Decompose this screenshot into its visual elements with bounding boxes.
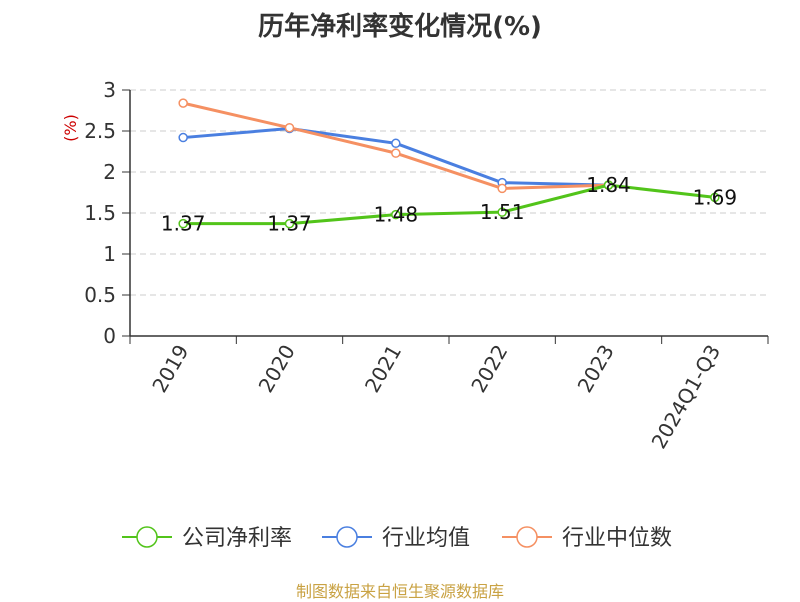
data-point — [178, 132, 188, 143]
data-label: 1.51 — [480, 200, 525, 224]
legend-item: 行业中位数 — [502, 526, 672, 551]
data-point — [497, 183, 507, 194]
y-tick-label: 1.5 — [84, 201, 116, 225]
data-point — [603, 180, 614, 190]
y-tick-label: 2.5 — [84, 119, 116, 143]
legend-label: 行业中位数 — [562, 526, 672, 551]
series-line — [183, 183, 716, 226]
data-labels: 1.37 1.37 1.48 1.51 1.84 1.69 — [161, 173, 737, 236]
legend-item: 公司净利率 — [122, 526, 292, 551]
legend-swatch-marker — [516, 526, 538, 548]
data-point — [178, 98, 188, 108]
data-point — [284, 122, 295, 133]
legend-swatch-marker — [136, 526, 158, 548]
y-tick-label: 1 — [103, 242, 116, 266]
x-tick-label: 2022 — [466, 341, 512, 397]
data-point — [284, 218, 295, 229]
y-tick-label: 2 — [103, 160, 116, 184]
source-note: 制图数据来自恒生聚源数据库 — [295, 582, 504, 601]
y-axis-label: (%) — [61, 114, 80, 142]
y-tick-labels: 0 0.5 1 1.5 2 2.5 3 — [84, 78, 116, 348]
x-tick-label: 2019 — [147, 341, 193, 397]
data-point — [391, 148, 401, 158]
series-lines — [178, 98, 720, 229]
data-label: 1.37 — [267, 212, 312, 236]
x-tick-labels: 2019 2020 2021 2022 2023 2024Q1-Q3 — [147, 341, 725, 453]
data-label: 1.37 — [161, 212, 206, 236]
y-tick-label: 3 — [103, 78, 116, 102]
x-tick-label: 2020 — [254, 341, 300, 397]
data-point — [391, 209, 401, 220]
legend-swatch-marker — [336, 526, 358, 548]
data-point — [178, 218, 188, 229]
data-point — [497, 207, 507, 217]
y-tick-label: 0.5 — [84, 283, 116, 307]
axes — [122, 89, 769, 344]
gridlines — [130, 89, 768, 296]
x-tick-label: 2021 — [360, 341, 406, 397]
y-tick-label: 0 — [103, 324, 116, 348]
data-point — [391, 138, 401, 149]
data-label: 1.84 — [586, 173, 631, 197]
legend-label: 公司净利率 — [182, 526, 292, 551]
data-label: 1.48 — [374, 203, 419, 227]
data-point — [710, 192, 720, 203]
chart-title: 历年净利率变化情况(%) — [258, 12, 542, 42]
data-label: 1.69 — [693, 185, 738, 209]
x-tick-label: 2024Q1-Q3 — [646, 341, 725, 453]
x-tick-label: 2023 — [573, 341, 619, 397]
legend-item: 行业均值 — [322, 526, 470, 551]
legend-label: 行业均值 — [382, 526, 470, 551]
legend: 公司净利率 行业均值 行业中位数 — [122, 526, 672, 551]
